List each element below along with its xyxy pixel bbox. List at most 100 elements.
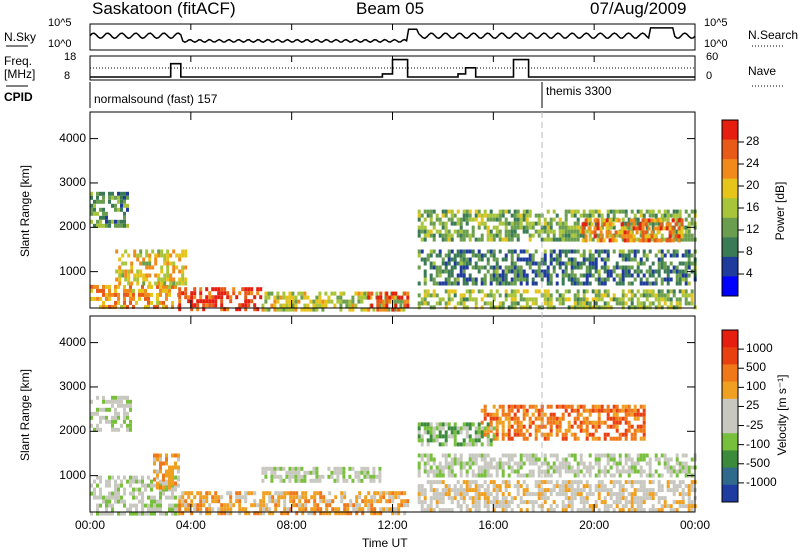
- power-cell: [573, 305, 577, 310]
- power-cell: [486, 261, 490, 266]
- power-cell: [675, 249, 679, 254]
- velocity-cell: [465, 442, 469, 447]
- power-cell: [681, 273, 685, 278]
- velocity-cell: [606, 508, 610, 513]
- velocity-cell: [303, 470, 307, 475]
- velocity-cell: [609, 492, 613, 497]
- power-cell: [573, 261, 577, 266]
- power-cell: [633, 269, 637, 274]
- power-cell: [678, 297, 682, 302]
- velocity-cell: [370, 495, 374, 500]
- velocity-cell: [162, 491, 165, 496]
- velocity-cell: [459, 426, 463, 431]
- velocity-cell: [199, 495, 203, 500]
- velocity-cell: [171, 465, 174, 470]
- velocity-cell: [570, 408, 574, 413]
- velocity-cell: [519, 484, 523, 489]
- velocity-cell: [391, 491, 395, 496]
- velocity-cell: [474, 457, 478, 462]
- power-cell: [504, 253, 508, 258]
- velocity-cell: [516, 461, 520, 466]
- velocity-cell: [297, 466, 301, 471]
- velocity-cell: [678, 480, 682, 485]
- velocity-cell: [471, 453, 475, 458]
- power-cell: [627, 305, 631, 310]
- velocity-cell: [501, 504, 505, 509]
- velocity-cell: [576, 436, 580, 441]
- velocity-cell: [426, 438, 430, 443]
- velocity-cell: [585, 492, 589, 497]
- power-cell: [516, 221, 520, 226]
- power-cell: [459, 293, 463, 298]
- power-cell: [435, 253, 439, 258]
- velocity-cell: [441, 488, 445, 493]
- velocity-cell: [238, 495, 242, 500]
- power-cell: [285, 303, 289, 308]
- power-cell: [570, 225, 574, 230]
- velocity-cell: [105, 407, 108, 412]
- velocity-cell: [310, 511, 314, 516]
- velocity-cell: [105, 415, 108, 420]
- power-cell: [522, 289, 526, 294]
- power-cell: [102, 191, 105, 196]
- power-cell: [546, 281, 550, 286]
- power-cell: [621, 281, 625, 286]
- velocity-cell: [250, 491, 254, 496]
- power-cell: [647, 238, 651, 243]
- power-cell: [651, 209, 655, 214]
- power-cell: [108, 288, 111, 293]
- power-cell: [671, 218, 675, 223]
- power-cell: [621, 297, 625, 302]
- velocity-cell: [501, 420, 505, 425]
- power-cell: [582, 297, 586, 302]
- power-cell: [345, 299, 349, 304]
- power-cell: [423, 229, 427, 234]
- power-cell: [621, 301, 625, 306]
- velocity-cell: [340, 495, 344, 500]
- power-cell: [516, 273, 520, 278]
- power-cell: [597, 305, 601, 310]
- power-cell: [423, 237, 427, 242]
- velocity-cell: [441, 453, 445, 458]
- velocity-cell: [480, 484, 484, 489]
- velocity-cell: [453, 488, 457, 493]
- power-cell: [614, 218, 618, 223]
- velocity-cell: [486, 469, 490, 474]
- velocity-cell: [363, 466, 367, 471]
- power-cell: [285, 307, 289, 312]
- velocity-cell: [147, 483, 150, 488]
- velocity-cell: [102, 495, 105, 500]
- velocity-cell: [642, 500, 646, 505]
- velocity-cell: [603, 473, 607, 478]
- velocity-cell: [591, 465, 595, 470]
- power-cell: [93, 203, 96, 208]
- power-cell: [96, 223, 99, 228]
- power-cell: [591, 265, 595, 270]
- velocity-cell: [441, 442, 445, 447]
- velocity-cell: [660, 508, 664, 513]
- velocity-cell: [99, 511, 102, 516]
- power-cell: [687, 261, 691, 266]
- power-cell: [626, 230, 630, 235]
- power-cell: [168, 288, 171, 293]
- velocity-cell: [226, 503, 230, 508]
- power-cell: [549, 297, 553, 302]
- power-cell: [531, 297, 535, 302]
- velocity-cell: [516, 480, 520, 485]
- velocity-cell: [486, 442, 490, 447]
- velocity-cell: [600, 408, 604, 413]
- velocity-cell: [681, 453, 685, 458]
- power-cell: [519, 277, 523, 282]
- power-cell: [435, 213, 439, 218]
- velocity-cell: [648, 473, 652, 478]
- velocity-cell: [558, 488, 562, 493]
- velocity-cell: [591, 420, 595, 425]
- power-cell: [495, 257, 499, 262]
- velocity-cell: [283, 499, 287, 504]
- velocity-cell: [624, 496, 628, 501]
- velocity-cell: [184, 507, 188, 512]
- power-cell: [426, 253, 430, 258]
- velocity-cell: [432, 426, 436, 431]
- power-cell: [660, 289, 664, 294]
- velocity-cell: [528, 500, 532, 505]
